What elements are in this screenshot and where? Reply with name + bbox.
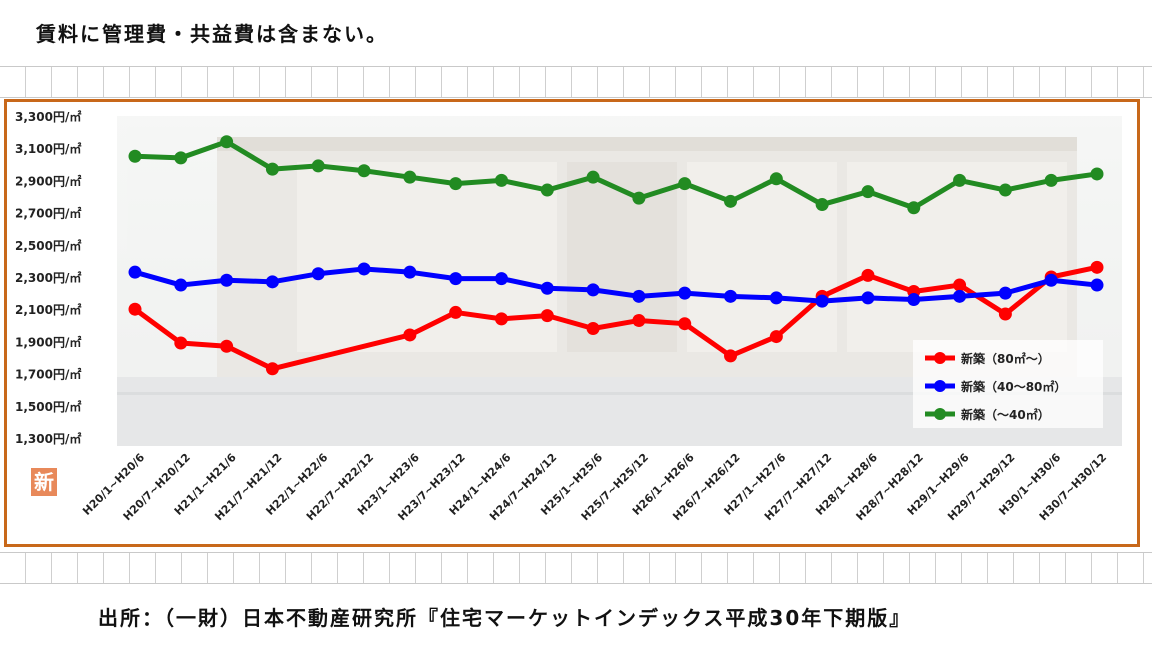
legend-label: 新築（80㎡～）: [961, 351, 1050, 366]
data-point-series-0: [449, 305, 463, 319]
data-point-series-2: [678, 177, 692, 191]
legend-marker: [934, 408, 946, 420]
data-point-series-2: [174, 151, 188, 165]
data-point-series-1: [265, 275, 279, 289]
data-point-series-2: [449, 177, 463, 191]
data-point-series-2: [220, 135, 234, 149]
data-point-series-2: [907, 201, 921, 215]
data-point-series-0: [861, 268, 875, 282]
data-point-series-1: [403, 265, 417, 279]
y-tick-label: 1,500円/㎡: [15, 399, 81, 414]
rent-note: 賃料に管理費・共益費は含まない。: [36, 22, 388, 46]
legend-label: 新築（～40㎡）: [961, 407, 1050, 422]
data-point-series-1: [540, 281, 554, 295]
data-point-series-2: [128, 149, 142, 163]
data-point-series-2: [311, 159, 325, 173]
data-point-series-2: [357, 164, 371, 178]
data-point-series-1: [678, 286, 692, 300]
legend-label: 新築（40～80㎡）: [961, 379, 1066, 394]
series-line-0: [133, 264, 1098, 372]
series-line-2: [134, 139, 1098, 211]
data-point-series-0: [1090, 260, 1104, 274]
data-point-series-1: [724, 289, 738, 303]
data-point-series-0: [540, 309, 554, 323]
data-point-series-0: [769, 330, 783, 344]
data-point-series-2: [998, 183, 1012, 197]
data-point-series-2: [861, 185, 875, 199]
data-point-series-1: [769, 291, 783, 305]
data-point-series-1: [586, 283, 600, 297]
data-point-series-1: [220, 273, 234, 287]
chart-frame: 3,300円/㎡ 3,100円/㎡ 2,900円/㎡ 2,700円/㎡ 2,500円/㎡…: [4, 99, 1140, 547]
data-point-series-1: [998, 286, 1012, 300]
grid-strip-top: [0, 66, 1152, 98]
data-point-series-1: [311, 267, 325, 281]
x-axis-labels: H20/1~H20/6H20/7~H20/12H21/1~H21/6H21/7~…: [80, 451, 1109, 524]
data-point-series-0: [265, 362, 279, 376]
data-point-series-1: [128, 265, 142, 279]
data-point-series-1: [815, 294, 829, 308]
data-point-series-0: [632, 313, 646, 327]
data-point-series-0: [128, 302, 142, 316]
y-tick-label: 2,300円/㎡: [15, 270, 81, 285]
y-tick-label: 1,700円/㎡: [15, 367, 81, 382]
data-point-series-1: [449, 272, 463, 286]
data-point-series-0: [403, 328, 417, 342]
legend-marker: [934, 380, 946, 392]
data-point-series-0: [998, 307, 1012, 321]
data-point-series-1: [861, 291, 875, 305]
data-point-series-0: [953, 278, 967, 292]
data-point-series-1: [1090, 278, 1104, 292]
data-point-series-2: [953, 173, 967, 187]
data-point-series-2: [586, 170, 600, 184]
data-point-series-1: [907, 293, 921, 307]
data-point-series-0: [494, 312, 508, 326]
series-line-1: [134, 266, 1098, 304]
line-chart: 3,300円/㎡ 3,100円/㎡ 2,900円/㎡ 2,700円/㎡ 2,500円/㎡…: [15, 109, 1122, 524]
series-lines: [128, 135, 1104, 376]
y-tick-label: 3,100円/㎡: [15, 141, 81, 156]
data-point-series-2: [1044, 173, 1058, 187]
data-point-series-1: [953, 289, 967, 303]
data-point-series-0: [220, 339, 234, 353]
data-point-series-2: [265, 162, 279, 176]
data-point-series-2: [1090, 167, 1104, 181]
data-point-series-1: [174, 278, 188, 292]
data-point-series-1: [357, 262, 371, 276]
data-point-series-0: [174, 336, 188, 350]
data-point-series-2: [632, 191, 646, 205]
y-tick-label: 2,500円/㎡: [15, 238, 81, 253]
data-point-series-2: [494, 173, 508, 187]
y-tick-label: 2,700円/㎡: [15, 206, 81, 221]
y-tick-label: 2,100円/㎡: [15, 302, 81, 317]
data-point-series-2: [403, 170, 417, 184]
data-point-series-2: [815, 198, 829, 212]
data-point-series-2: [540, 183, 554, 197]
logo-text: 新: [34, 470, 54, 494]
data-point-series-2: [724, 194, 738, 208]
data-point-series-1: [494, 272, 508, 286]
y-tick-label: 2,900円/㎡: [15, 173, 81, 188]
data-point-series-0: [586, 322, 600, 336]
data-point-series-1: [632, 289, 646, 303]
y-tick-label: 1,300円/㎡: [15, 431, 81, 446]
y-tick-label: 1,900円/㎡: [15, 334, 81, 349]
data-point-series-0: [724, 349, 738, 363]
y-tick-label: 3,300円/㎡: [15, 109, 81, 124]
data-point-series-1: [1044, 273, 1058, 287]
logo-badge: 新: [31, 468, 57, 496]
chart-legend: 新築（80㎡～） 新築（40～80㎡） 新築（～40㎡）: [913, 340, 1103, 428]
axes: 3,300円/㎡ 3,100円/㎡ 2,900円/㎡ 2,700円/㎡ 2,500円/㎡…: [15, 109, 81, 446]
grid-strip-bottom: [0, 552, 1152, 584]
data-point-series-0: [678, 317, 692, 331]
data-point-series-2: [769, 172, 783, 186]
source-credit: 出所：（一財）日本不動産研究所『住宅マーケットインデックス平成30年下期版』: [98, 606, 912, 630]
legend-marker: [934, 352, 946, 364]
